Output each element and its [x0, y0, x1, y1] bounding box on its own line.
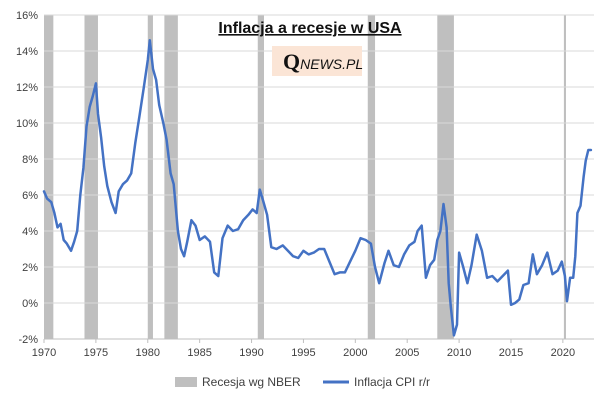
legend-swatch-recession — [175, 377, 197, 387]
y-tick-label-7: 12% — [16, 82, 38, 94]
y-tick-label-0: -2% — [18, 334, 38, 346]
recession-bands — [44, 15, 566, 339]
recession-band-5 — [367, 15, 376, 339]
logo-q: Q — [283, 49, 300, 74]
recession-band-2 — [147, 15, 153, 339]
series-line-cpi — [42, 38, 593, 337]
gridlines — [44, 14, 594, 340]
x-tick-label-0: 1970 — [32, 347, 56, 359]
logo-background — [272, 46, 362, 76]
y-tick-label-5: 8% — [22, 154, 38, 166]
y-tick-label-1: 0% — [22, 298, 38, 310]
x-tick-label-3: 1985 — [187, 347, 211, 359]
recession-band-6 — [437, 15, 454, 339]
y-tick-label-4: 6% — [22, 190, 38, 202]
recession-band-4 — [257, 15, 264, 339]
x-tick-label-1: 1975 — [84, 347, 108, 359]
legend-label-cpi: Inflacja CPI r/r — [354, 375, 430, 389]
x-tick-label-6: 2000 — [343, 347, 367, 359]
recession-band-7 — [563, 15, 566, 339]
x-tick-label-7: 2005 — [395, 347, 419, 359]
chart-title: Inflacja a recesje w USA — [218, 20, 402, 37]
y-tick-label-2: 2% — [22, 262, 38, 274]
x-tick-label-10: 2020 — [551, 347, 575, 359]
axes: -2% 0% 2% 4% 6% 8% 10% 12% 14% 16% 1970 1975 1980 198… — [16, 10, 594, 359]
legend: Recesja wg NBER Inflacja CPI r/r — [175, 375, 430, 389]
x-tick-label-4: 1990 — [239, 347, 263, 359]
y-tick-label-9: 16% — [16, 10, 38, 22]
series-lines — [42, 38, 593, 337]
x-tick-label-5: 1995 — [291, 347, 315, 359]
y-tick-label-6: 10% — [16, 118, 38, 130]
x-tick-label-8: 2010 — [447, 347, 471, 359]
recession-band-1 — [84, 15, 98, 339]
logo-rest: NEWS.PL — [300, 56, 363, 72]
y-tick-label-8: 14% — [16, 46, 38, 58]
logo-box: QNEWS.PL — [272, 46, 363, 76]
recession-band-0 — [44, 15, 54, 339]
x-tick-label-2: 1980 — [136, 347, 160, 359]
x-tick-label-9: 2015 — [499, 347, 523, 359]
y-tick-label-3: 4% — [22, 226, 38, 238]
legend-label-recession: Recesja wg NBER — [202, 375, 301, 389]
logo-text: QNEWS.PL — [283, 49, 363, 74]
